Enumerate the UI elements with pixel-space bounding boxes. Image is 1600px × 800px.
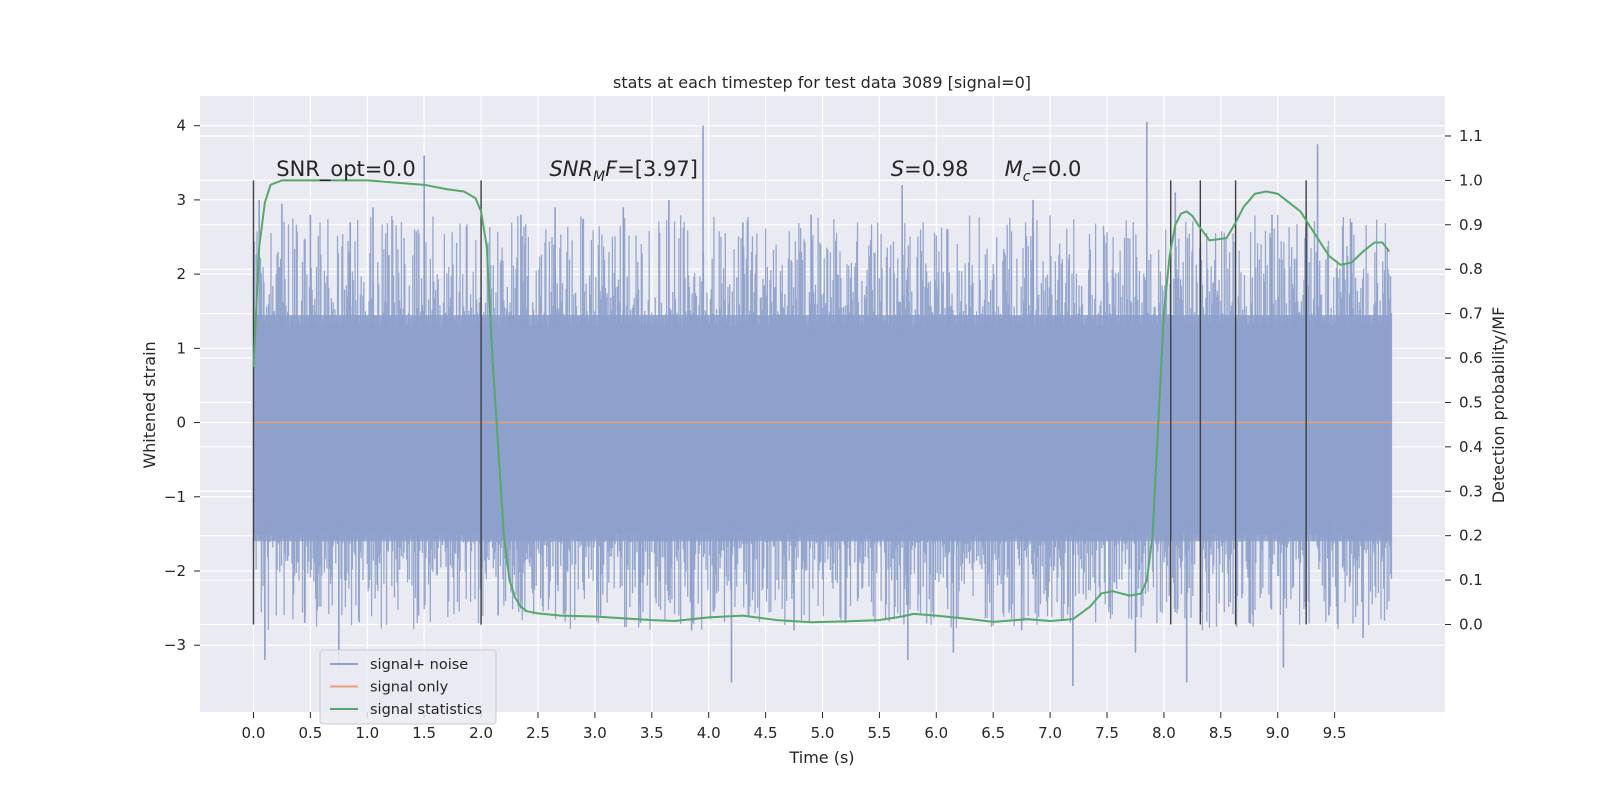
- x-tick-label: 7.5: [1095, 724, 1119, 742]
- y-tick-label: 2: [176, 265, 186, 283]
- axes: 0.0 0.5 1.0 1.5 2.0 2.5 3.0 3.5 4.0 4.5 5.0 5.5 6.0 6…: [164, 117, 1483, 742]
- y-tick-label: −3: [164, 636, 186, 654]
- chart-title: stats at each timestep for test data 308…: [613, 73, 1031, 92]
- annotations: SNR_opt=0.0 SNRMF=[3.97] S=0.98 Mc=0.0: [276, 157, 1081, 185]
- x-tick-label: 4.5: [754, 724, 778, 742]
- legend-box: [319, 649, 497, 725]
- x-tick-label: 8.5: [1209, 724, 1233, 742]
- y-tick-label: 0: [176, 414, 186, 432]
- x-tick-label: 7.0: [1038, 724, 1062, 742]
- x-tick-label: 5.5: [867, 724, 891, 742]
- legend-label: signal statistics: [370, 702, 482, 718]
- signal-statistics-line: [252, 179, 1391, 624]
- x-tick-label: 6.5: [981, 724, 1005, 742]
- y-axis-right-label: Detection probability/MF: [1489, 307, 1508, 504]
- legend-label: signal+ noise: [370, 657, 468, 673]
- y-right-tick-label: 1.0: [1459, 171, 1483, 189]
- x-tick-label: 4.0: [697, 724, 721, 742]
- x-tick-label: 2.5: [526, 724, 550, 742]
- y-tick-label: −1: [164, 488, 186, 506]
- y-tick-label: 1: [176, 339, 186, 357]
- series-signal-statistics: [252, 179, 1391, 624]
- y-right-tick-label: 0.0: [1459, 616, 1483, 634]
- annotation: SNRMF=[3.97]: [549, 157, 698, 185]
- x-tick-label: 9.5: [1323, 724, 1347, 742]
- x-tick-label: 3.5: [640, 724, 664, 742]
- x-tick-label: 1.0: [355, 724, 379, 742]
- annotation: Mc=0.0: [1005, 157, 1082, 185]
- y-right-tick-label: 0.6: [1459, 349, 1483, 367]
- annotation: SNR_opt=0.0: [276, 157, 416, 182]
- y-tick-label: 3: [176, 191, 186, 209]
- x-tick-label: 0.5: [298, 724, 322, 742]
- annotation: S=0.98: [891, 157, 969, 181]
- y-tick-label: −2: [164, 562, 186, 580]
- y-right-tick-label: 0.5: [1459, 393, 1483, 411]
- y-right-tick-label: 1.1: [1459, 127, 1483, 145]
- y-right-tick-label: 0.9: [1459, 216, 1483, 234]
- x-tick-label: 0.0: [242, 724, 266, 742]
- y-tick-label: 4: [176, 117, 186, 135]
- legend-label: signal only: [370, 680, 449, 696]
- y-right-tick-label: 0.4: [1459, 438, 1483, 456]
- x-axis-label: Time (s): [788, 748, 854, 767]
- x-tick-label: 8.0: [1152, 724, 1176, 742]
- y-right-tick-label: 0.7: [1459, 305, 1483, 323]
- x-tick-label: 2.0: [469, 724, 493, 742]
- y-right-tick-label: 0.2: [1459, 527, 1483, 545]
- y-axis-label: Whitened strain: [140, 341, 159, 468]
- x-tick-label: 6.0: [924, 724, 948, 742]
- series-signal-noise: [252, 121, 1393, 687]
- x-tick-label: 9.0: [1266, 724, 1290, 742]
- y-right-tick-label: 0.8: [1459, 260, 1483, 278]
- x-tick-label: 3.0: [583, 724, 607, 742]
- y-right-tick-label: 0.1: [1459, 571, 1483, 589]
- legend: signal+ noise signal only signal statistic…: [319, 649, 497, 725]
- x-tick-label: 1.5: [412, 724, 436, 742]
- x-tick-label: 5.0: [811, 724, 835, 742]
- y-right-tick-label: 0.3: [1459, 482, 1483, 500]
